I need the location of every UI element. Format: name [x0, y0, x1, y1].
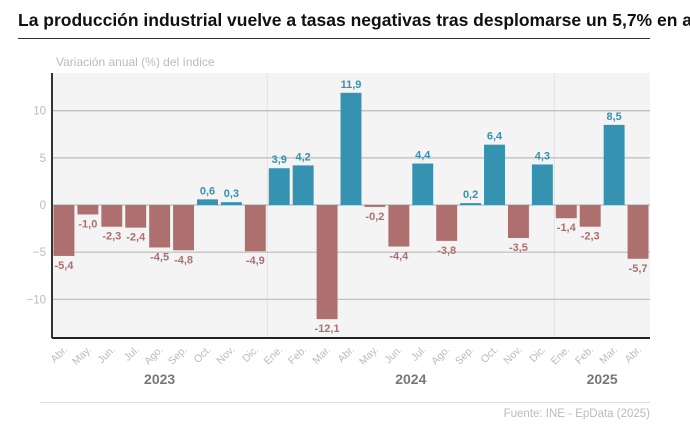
bar	[101, 205, 123, 227]
x-tick-label: Feb.	[286, 344, 309, 367]
y-tick-label: 5	[40, 153, 46, 165]
bar	[292, 165, 314, 206]
y-tick-label: −5	[33, 247, 46, 259]
x-tick-label: Ago.	[142, 344, 166, 368]
bar	[220, 202, 242, 206]
data-label: -0,2	[365, 211, 384, 223]
data-label: 4,4	[415, 150, 431, 162]
x-tick-label: Dic.	[240, 344, 261, 365]
data-label: -3,8	[437, 245, 456, 257]
data-label: 4,3	[535, 150, 550, 162]
x-tick-label: Sep.	[166, 344, 190, 368]
data-label: -2,3	[102, 231, 121, 243]
data-label: -4,9	[246, 255, 265, 267]
footer-divider	[40, 402, 650, 403]
data-label: -1,0	[78, 218, 97, 230]
x-tick-label: Sep.	[453, 344, 477, 368]
x-tick-label: Mar.	[597, 344, 620, 367]
chart-title: La producción industrial vuelve a tasas …	[18, 10, 690, 30]
data-label: -5,4	[54, 260, 74, 272]
x-tick-label: Abr.	[335, 344, 357, 366]
bar	[340, 92, 362, 206]
bar	[197, 199, 218, 206]
x-tick-label: Nov.	[214, 344, 237, 367]
data-label: -4,4	[389, 251, 409, 263]
bar	[53, 205, 75, 256]
year-label: 2025	[587, 371, 618, 387]
bar	[388, 205, 410, 247]
data-label: 8,5	[606, 111, 621, 123]
bar	[173, 205, 195, 251]
data-label: -2,3	[581, 231, 600, 243]
x-tick-label: Nov.	[501, 344, 524, 367]
data-label: 0,2	[463, 189, 478, 201]
x-tick-label: May.	[357, 344, 381, 368]
bar	[531, 164, 553, 206]
data-label: -1,4	[557, 222, 577, 234]
x-tick-label: May.	[70, 344, 94, 368]
bar	[149, 205, 171, 248]
bar	[364, 205, 386, 207]
x-tick-label: Oct.	[191, 344, 213, 366]
y-tick-label: 10	[33, 106, 46, 118]
bar	[77, 205, 99, 215]
bar	[436, 205, 458, 241]
source-note: Fuente: INE - EpData (2025)	[503, 408, 650, 420]
bar	[579, 205, 601, 227]
x-tick-label: Mar.	[310, 344, 333, 367]
data-label: 0,3	[224, 188, 239, 200]
data-label: -4,5	[150, 251, 169, 263]
bar	[484, 144, 505, 206]
bar	[460, 203, 482, 206]
x-tick-label: Ene.	[549, 344, 573, 368]
data-label: -2,4	[126, 232, 146, 244]
x-tick-label: Jul.	[122, 344, 142, 364]
x-tick-label: Jul.	[409, 344, 429, 364]
x-tick-label: Jun.	[95, 344, 118, 367]
data-label: -3,5	[509, 242, 528, 254]
year-label: 2024	[395, 371, 426, 387]
bar	[603, 124, 625, 206]
bar	[507, 205, 529, 239]
data-label: 6,4	[487, 131, 503, 143]
x-tick-label: Ene.	[262, 344, 286, 368]
bar	[555, 205, 577, 219]
data-label: -4,8	[174, 254, 193, 266]
data-label: 3,9	[272, 154, 287, 166]
bar	[627, 205, 649, 259]
bar	[316, 205, 338, 320]
x-tick-label: Abr.	[622, 344, 644, 366]
bar	[268, 168, 290, 206]
x-tick-label: Dic.	[527, 344, 548, 365]
data-label: 11,9	[341, 79, 362, 91]
year-label: 2023	[144, 371, 175, 387]
y-axis-label: Variación anual (%) del índice	[56, 55, 215, 69]
y-tick-label: −10	[26, 294, 46, 306]
bar	[412, 163, 434, 206]
title-divider	[18, 38, 650, 39]
data-label: 4,2	[296, 151, 311, 163]
data-label: -5,7	[629, 263, 648, 275]
data-label: -12,1	[315, 323, 340, 335]
x-tick-label: Oct.	[479, 344, 501, 366]
x-tick-label: Jun.	[382, 344, 405, 367]
x-tick-label: Feb.	[573, 344, 596, 367]
x-tick-label: Abr.	[48, 344, 70, 366]
x-tick-label: Ago.	[429, 344, 453, 368]
bar	[244, 205, 266, 252]
data-label: 0,6	[200, 185, 215, 197]
y-tick-label: 0	[40, 200, 46, 212]
bar	[125, 205, 147, 228]
